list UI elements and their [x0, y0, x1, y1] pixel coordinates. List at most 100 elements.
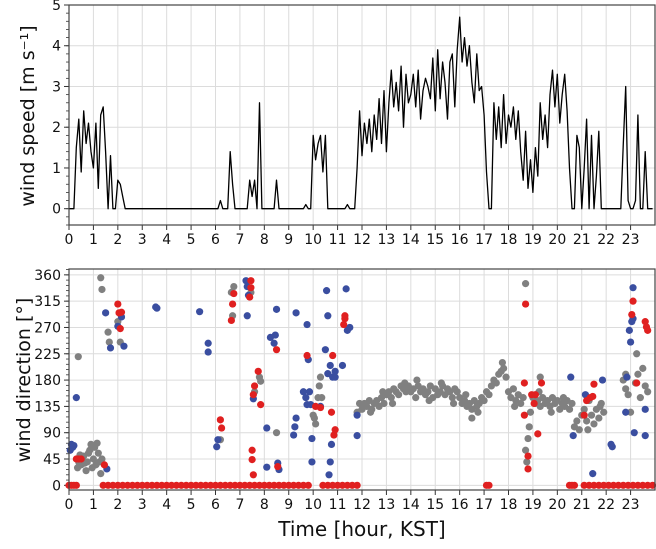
- direction-point-series-0: [424, 388, 432, 396]
- direction-point-series-0: [257, 377, 265, 385]
- x-tick-label: 2: [113, 497, 122, 513]
- direction-point-series-0: [641, 382, 649, 390]
- direction-point-series-1: [324, 312, 332, 320]
- x-tick-label: 1: [89, 232, 98, 248]
- direction-point-series-1: [623, 373, 631, 381]
- direction-point-series-0: [89, 455, 98, 463]
- x-tick-label: 23: [622, 497, 640, 513]
- direction-point-series-2: [216, 416, 224, 424]
- direction-point-series-0: [82, 467, 90, 475]
- x-tick-label: 22: [597, 497, 615, 513]
- direction-point-series-2: [590, 380, 598, 388]
- direction-point-series-2: [524, 465, 532, 473]
- direction-point-series-2: [570, 481, 579, 489]
- y-tick-label: 0: [52, 202, 61, 218]
- x-tick-label: 0: [65, 497, 74, 513]
- direction-point-series-1: [305, 388, 314, 396]
- direction-point-series-1: [325, 471, 333, 479]
- direction-point-series-1: [214, 436, 222, 444]
- direction-point-series-0: [622, 385, 630, 393]
- direction-point-series-1: [196, 308, 204, 316]
- direction-point-series-1: [292, 309, 300, 317]
- direction-point-series-2: [303, 351, 311, 360]
- direction-point-series-1: [346, 323, 354, 332]
- y-tick-label: 180: [34, 373, 61, 389]
- direction-point-series-0: [511, 402, 519, 410]
- direction-point-series-0: [318, 394, 326, 402]
- direction-point-series-0: [502, 373, 510, 381]
- direction-point-series-0: [388, 399, 397, 408]
- direction-point-series-2: [531, 391, 539, 399]
- direction-point-series-1: [608, 443, 616, 451]
- direction-point-series-0: [413, 376, 421, 384]
- direction-point-series-0: [485, 391, 493, 399]
- direction-point-series-0: [453, 388, 461, 396]
- direction-point-series-0: [309, 411, 317, 419]
- x-tick-label: 0: [65, 232, 74, 248]
- axes-frame: [68, 268, 656, 491]
- direction-point-series-2: [331, 426, 339, 434]
- direction-point-series-0: [509, 385, 517, 393]
- x-tick-label: 12: [353, 497, 371, 513]
- direction-point-series-2: [644, 326, 652, 334]
- direction-point-series-2: [628, 311, 636, 319]
- direction-point-series-2: [629, 297, 637, 305]
- direction-point-series-2: [648, 481, 656, 489]
- direction-point-series-1: [641, 405, 649, 413]
- direction-point-series-1: [322, 287, 331, 295]
- direction-point-series-0: [448, 394, 456, 402]
- wind-direction-panel: 0 1 2 3 4 5 6 7 8 9 10 11 12 13 14 15 16 17 18 19 20 21 22 2304…: [34, 268, 656, 513]
- direction-point-series-2: [228, 300, 237, 308]
- direction-point-series-2: [524, 452, 532, 460]
- direction-point-series-0: [583, 417, 591, 425]
- direction-point-series-0: [524, 434, 532, 443]
- x-tick-label: 1: [89, 497, 98, 513]
- direction-point-series-0: [86, 446, 94, 454]
- x-tick-label: 15: [426, 232, 444, 248]
- direction-point-series-0: [565, 405, 574, 413]
- wind-direction-axis-label: wind direction [°]: [13, 298, 35, 463]
- direction-point-series-1: [243, 312, 251, 320]
- direction-point-series-1: [72, 394, 80, 402]
- x-tick-label: 18: [500, 232, 518, 248]
- direction-point-series-1: [302, 394, 310, 402]
- direction-point-series-0: [380, 399, 388, 408]
- y-tick-label: 315: [34, 294, 61, 310]
- y-tick-label: 270: [34, 320, 61, 336]
- direction-point-series-0: [519, 394, 527, 402]
- direction-point-series-0: [437, 379, 445, 387]
- direction-point-series-0: [105, 338, 113, 346]
- direction-point-series-1: [292, 414, 300, 422]
- direction-point-series-0: [634, 370, 642, 378]
- direction-point-series-0: [498, 358, 506, 367]
- direction-point-series-0: [568, 399, 576, 408]
- y-tick-label: 225: [34, 347, 61, 363]
- direction-point-series-1: [70, 441, 78, 450]
- direction-point-series-0: [468, 414, 476, 422]
- direction-point-series-2: [534, 430, 542, 438]
- direction-point-series-1: [308, 458, 316, 466]
- y-tick-label: 3: [52, 79, 61, 95]
- direction-point-series-0: [521, 446, 530, 454]
- wind-speed-axis-label: wind speed [m s⁻¹]: [17, 25, 39, 206]
- direction-point-series-1: [626, 338, 635, 346]
- time-axis-label: Time [hour, KST]: [277, 517, 445, 541]
- y-tick-label: 5: [52, 0, 61, 14]
- x-tick-label: 9: [284, 497, 293, 513]
- x-tick-label: 4: [162, 497, 171, 513]
- direction-point-series-2: [537, 379, 546, 387]
- direction-point-series-0: [547, 408, 555, 416]
- direction-point-series-2: [246, 293, 254, 301]
- direction-point-series-2: [254, 367, 262, 375]
- x-tick-label: 20: [548, 497, 566, 513]
- direction-point-series-2: [117, 308, 126, 316]
- direction-point-series-2: [247, 284, 255, 292]
- direction-point-series-0: [98, 285, 106, 294]
- direction-point-series-2: [341, 312, 349, 320]
- y-tick-label: 90: [43, 426, 61, 442]
- direction-point-series-2: [227, 316, 235, 325]
- direction-point-series-0: [480, 396, 488, 405]
- direction-point-series-1: [569, 432, 577, 440]
- x-tick-label: 7: [235, 497, 244, 513]
